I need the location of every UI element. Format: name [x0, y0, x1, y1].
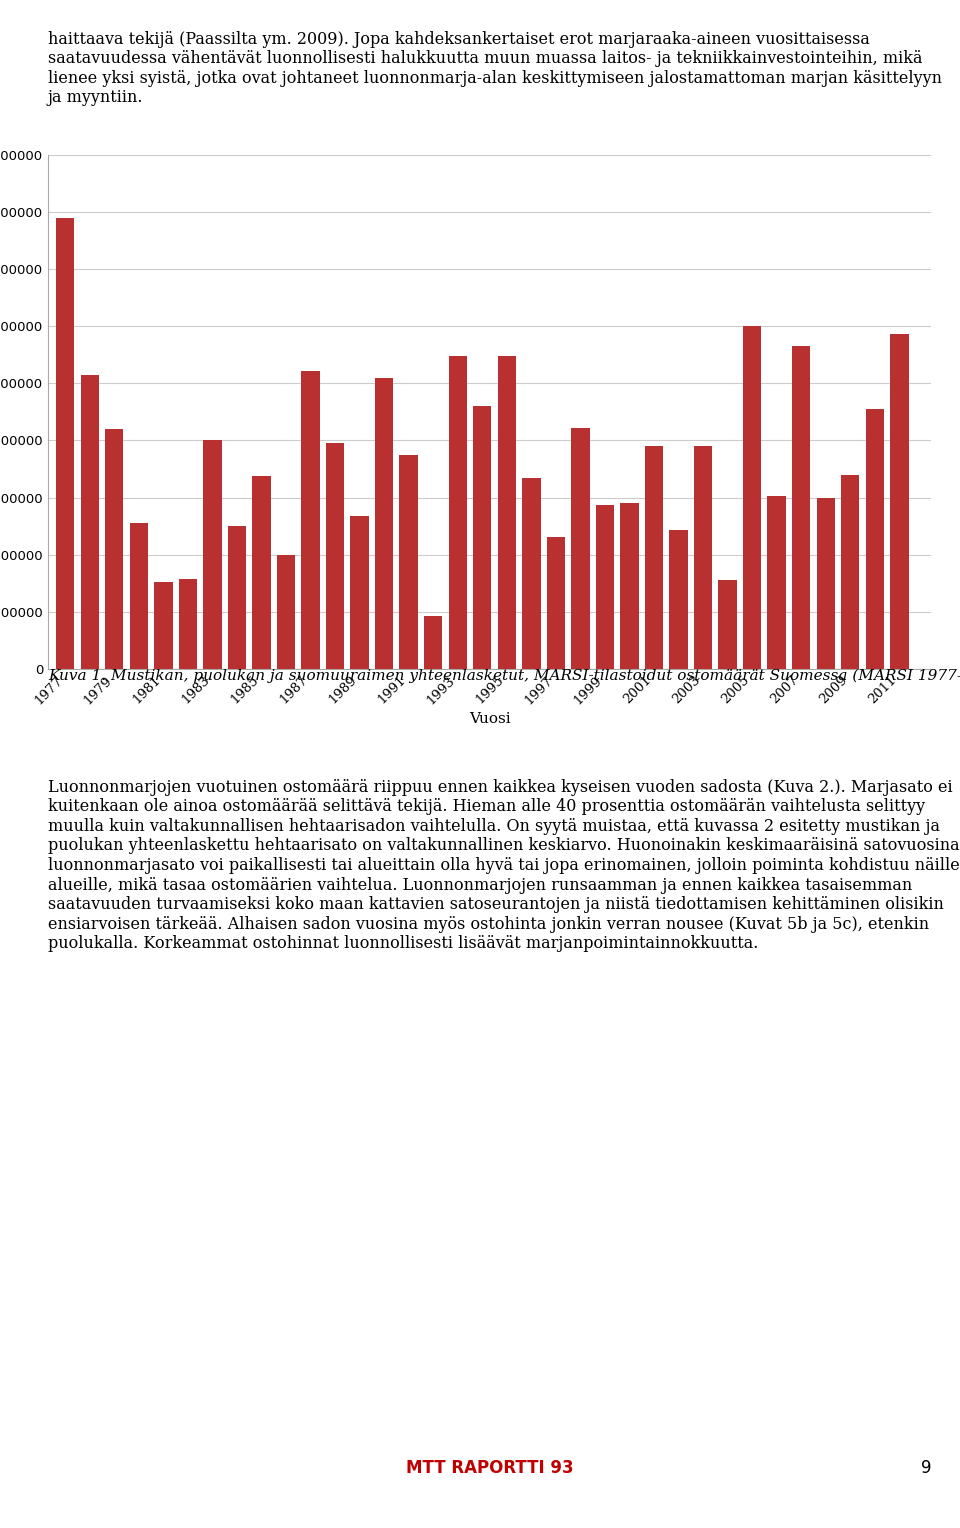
Bar: [424, 616, 443, 669]
Bar: [596, 504, 614, 669]
Text: haittaava tekijä (Paassilta ym. 2009). Jopa kahdeksankertaiset erot marjaraaka-a: haittaava tekijä (Paassilta ym. 2009). J…: [48, 31, 942, 107]
Bar: [669, 530, 687, 669]
Bar: [350, 516, 369, 669]
Bar: [252, 477, 271, 669]
Bar: [497, 356, 516, 669]
Bar: [841, 475, 859, 669]
Bar: [155, 582, 173, 669]
Bar: [301, 371, 320, 669]
Bar: [375, 377, 394, 669]
Text: 9: 9: [921, 1459, 931, 1478]
Bar: [890, 333, 908, 669]
Text: Luonnonmarjojen vuotuinen ostomäärä riippuu ennen kaikkea kyseisen vuoden sadost: Luonnonmarjojen vuotuinen ostomäärä riip…: [48, 779, 960, 952]
Text: Kuva 1. Mustikan, puolukan ja suomuuraimen yhteenlasketut, MARSI-tilastoidut ost: Kuva 1. Mustikan, puolukan ja suomuuraim…: [48, 669, 960, 683]
Bar: [276, 555, 295, 669]
Bar: [399, 455, 418, 669]
Bar: [546, 538, 565, 669]
Bar: [228, 526, 246, 669]
Bar: [718, 581, 736, 669]
Bar: [325, 443, 345, 669]
Bar: [620, 503, 638, 669]
Bar: [179, 579, 197, 669]
Bar: [105, 429, 124, 669]
Bar: [817, 498, 835, 669]
Bar: [694, 446, 712, 669]
Bar: [645, 446, 663, 669]
Bar: [448, 356, 467, 669]
Bar: [130, 523, 148, 669]
Bar: [571, 428, 589, 669]
Bar: [866, 410, 884, 669]
Bar: [792, 347, 810, 669]
Bar: [204, 440, 222, 669]
Bar: [743, 327, 761, 669]
Bar: [56, 219, 74, 669]
Bar: [81, 374, 99, 669]
Bar: [473, 406, 492, 669]
X-axis label: Vuosi: Vuosi: [468, 712, 511, 726]
Bar: [522, 478, 540, 669]
Bar: [767, 497, 786, 669]
Text: MTT RAPORTTI 93: MTT RAPORTTI 93: [406, 1459, 573, 1478]
